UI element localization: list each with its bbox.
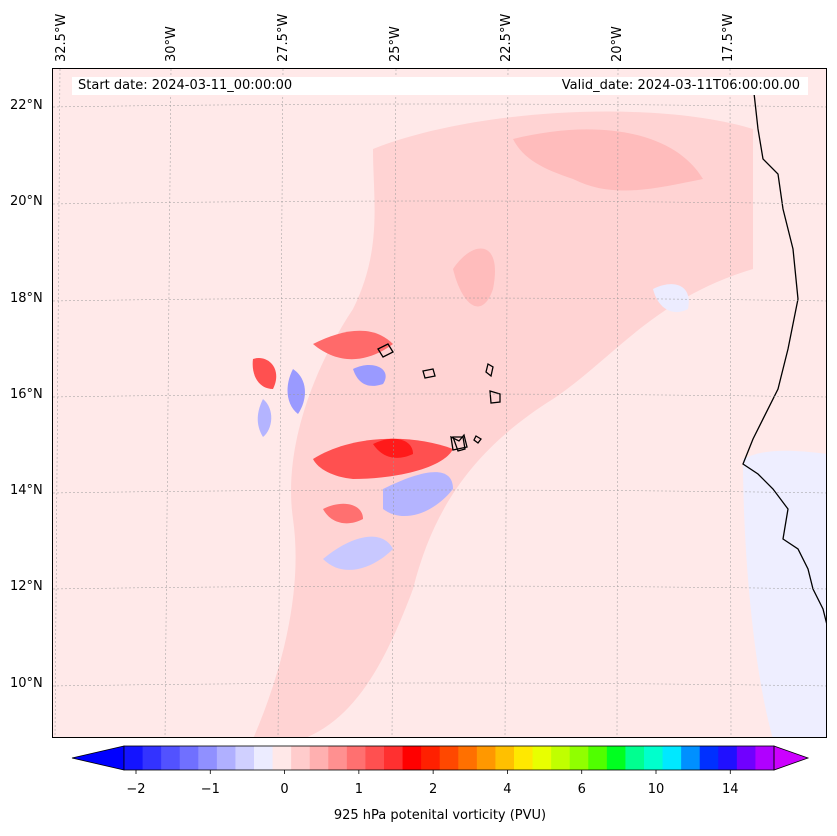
colorbar-segment — [495, 746, 515, 770]
colorbar-segment — [402, 746, 422, 770]
east-min — [653, 284, 689, 313]
coastal-min — [743, 450, 826, 737]
colorbar-segment — [588, 746, 608, 770]
colorbar-segment — [124, 746, 144, 770]
graticule — [53, 69, 826, 737]
lon-label-27-5w: 27.5°W — [276, 13, 291, 62]
colorbar-segment — [421, 746, 441, 770]
colorbar-label: 925 hPa potenital vorticity (PVU) — [333, 808, 547, 823]
colorbar-segment — [365, 746, 385, 770]
island-outlines — [377, 343, 501, 452]
colorbar-segment — [346, 746, 366, 770]
map-panel — [52, 68, 827, 738]
colorbar-segment — [644, 746, 664, 770]
colorbar-tick-label: 2 — [429, 782, 438, 797]
pv-min-2 — [287, 369, 305, 414]
lat-label-18n: 18°N — [10, 291, 43, 306]
colorbar-frame — [123, 745, 775, 771]
colorbar-segment — [309, 746, 329, 770]
colorbar-segment — [291, 746, 311, 770]
colorbar-segment — [161, 746, 181, 770]
pv-min-5 — [323, 536, 393, 570]
lat-label-12n: 12°N — [10, 579, 43, 594]
pv-field-map — [53, 69, 826, 737]
plume-contour — [253, 111, 753, 737]
colorbar-tick-label: 14 — [722, 782, 739, 797]
lon-label-17-5w: 17.5°W — [721, 13, 736, 62]
colorbar-segment — [755, 746, 775, 770]
date-info-bar: Start date: 2024-03-11_00:00:00 Valid_da… — [72, 77, 808, 95]
pv-max-4 — [323, 503, 363, 524]
lat-label-20n: 20°N — [10, 194, 43, 209]
colorbar-segment — [198, 746, 218, 770]
lon-label-20w: 20°W — [610, 26, 625, 62]
colorbar-segment — [216, 746, 236, 770]
lon-label-32-5w: 32.5°W — [54, 13, 69, 62]
pv-max-1 — [313, 330, 393, 360]
colorbar-segment — [662, 746, 682, 770]
colorbar — [71, 745, 810, 774]
colorbar-segment — [384, 746, 404, 770]
lat-label-16n: 16°N — [10, 387, 43, 402]
colorbar-segment — [514, 746, 534, 770]
colorbar-segment — [439, 746, 459, 770]
pv-min-1 — [353, 364, 386, 386]
mid-patch — [453, 248, 495, 307]
colorbar-segment — [699, 746, 719, 770]
colorbar-segment — [235, 746, 255, 770]
colorbar-over-arrow — [773, 745, 810, 771]
pv-min-3 — [257, 399, 272, 437]
colorbar-segment — [532, 746, 552, 770]
pv-max-2 — [252, 358, 277, 389]
pv-min-4 — [383, 472, 453, 517]
colorbar-tick-label: 0 — [280, 782, 289, 797]
lat-label-14n: 14°N — [10, 483, 43, 498]
pv-max-3 — [313, 438, 453, 479]
colorbar-segment — [272, 746, 292, 770]
lon-label-22-5w: 22.5°W — [499, 13, 514, 62]
colorbar-segment — [179, 746, 199, 770]
lat-label-22n: 22°N — [10, 98, 43, 113]
lon-label-25w: 25°W — [388, 26, 403, 62]
colorbar-segment — [569, 746, 589, 770]
lon-label-30w: 30°W — [164, 26, 179, 62]
colorbar-segment — [736, 746, 756, 770]
colorbar-segment — [476, 746, 496, 770]
colorbar-segment — [254, 746, 274, 770]
colorbar-segment — [458, 746, 478, 770]
colorbar-tick-label: 4 — [503, 782, 512, 797]
colorbar-tick-label: −2 — [126, 782, 146, 797]
pv-max-core — [373, 438, 413, 458]
north-patch — [513, 129, 703, 191]
colorbar-tick-label: 10 — [647, 782, 665, 797]
colorbar-segment — [681, 746, 701, 770]
colorbar-under-arrow — [71, 745, 125, 771]
colorbar-segment — [328, 746, 348, 770]
colorbar-tick-label: 6 — [577, 782, 586, 797]
colorbar-segment — [551, 746, 571, 770]
colorbar-tick-label: 1 — [354, 782, 363, 797]
lat-label-10n: 10°N — [10, 676, 43, 691]
start-date-label: Start date: 2024-03-11_00:00:00 — [78, 78, 293, 93]
african-coastline — [742, 83, 826, 624]
colorbar-tick-label: −1 — [200, 782, 220, 797]
colorbar-segment — [142, 746, 162, 770]
colorbar-segment — [718, 746, 738, 770]
colorbar-segment — [625, 746, 645, 770]
colorbar-segment — [606, 746, 626, 770]
valid-date-label: Valid_date: 2024-03-11T06:00:00.00 — [561, 78, 800, 93]
